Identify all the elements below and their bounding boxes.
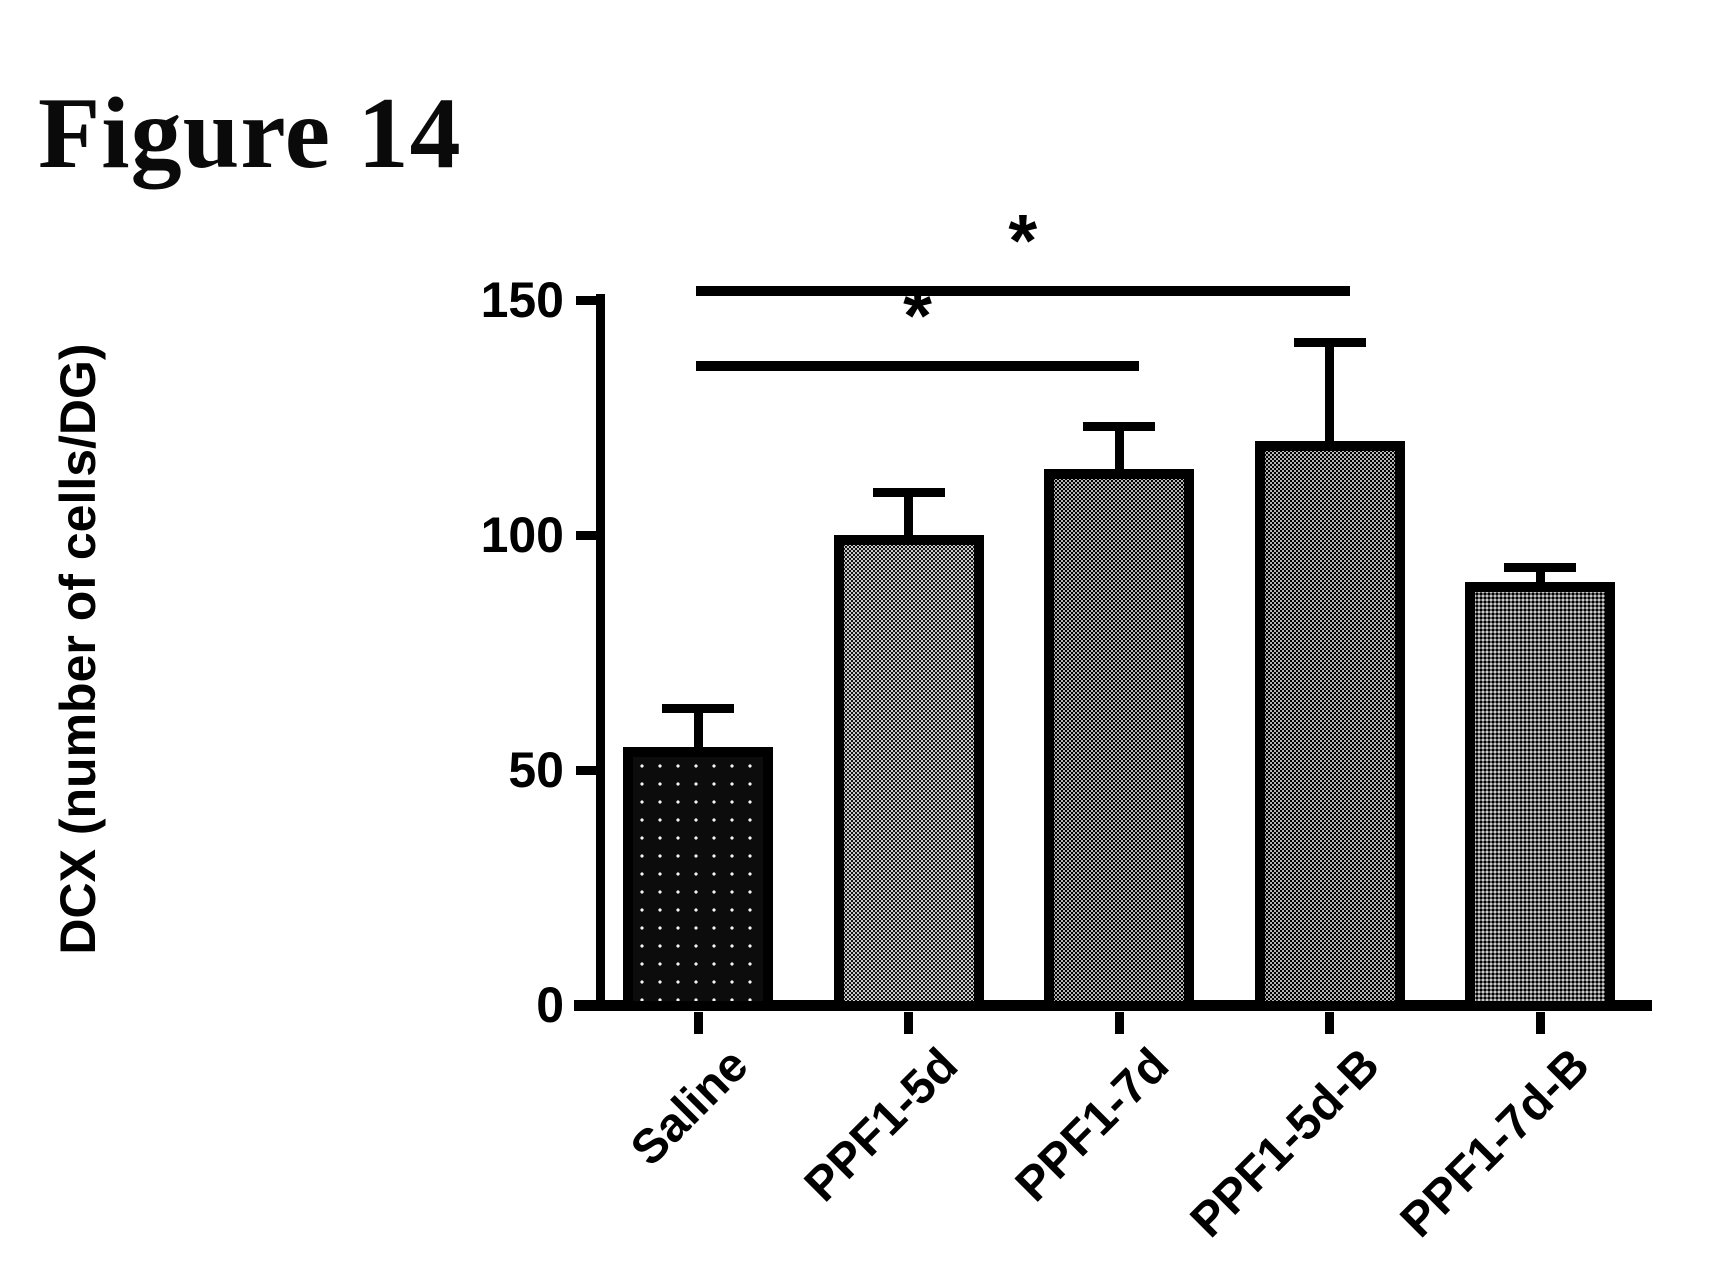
x-axis-label: PPF1-7d [1005,1038,1180,1212]
bar [1044,469,1194,1011]
x-tick [1535,1012,1545,1034]
figure-title: Figure 14 [38,77,462,191]
x-axis-label: PPF1-7d-B [1390,1038,1601,1248]
error-bar-cap [1083,422,1155,432]
y-tick-label: 100 [480,507,564,563]
error-bar-stem [1325,337,1334,443]
y-tick [576,1000,600,1010]
y-tick [576,530,600,540]
y-tick-label: 0 [536,977,564,1033]
y-axis-title: DCX (number of cells/DG) [50,343,106,955]
x-tick [693,1012,703,1034]
y-tick [576,295,600,305]
significance-star: * [1008,198,1038,282]
bar [1465,582,1615,1011]
bar [1254,441,1405,1011]
error-bar-stem [1114,422,1124,472]
y-axis-line [596,294,605,1009]
bar [623,746,773,1011]
error-bar-cap [872,488,945,497]
bar [833,535,984,1011]
x-tick [904,1012,913,1034]
x-tick [1325,1012,1334,1034]
x-tick [1114,1012,1124,1034]
y-tick-label: 150 [480,272,564,328]
error-bar-cap [1504,563,1576,573]
y-tick [576,765,600,775]
y-tick-label: 50 [508,742,564,798]
error-bar-cap [1293,337,1366,347]
error-bar-stem [693,704,703,749]
x-axis-label: Saline [620,1038,759,1177]
significance-line [696,360,1139,371]
error-bar-stem [1535,563,1545,584]
significance-line [696,285,1350,296]
error-bar-cap [662,704,734,714]
x-axis-label: PPF1-5d-B [1180,1038,1390,1248]
error-bar-stem [904,488,913,537]
x-axis-label: PPF1-5d [795,1038,969,1212]
